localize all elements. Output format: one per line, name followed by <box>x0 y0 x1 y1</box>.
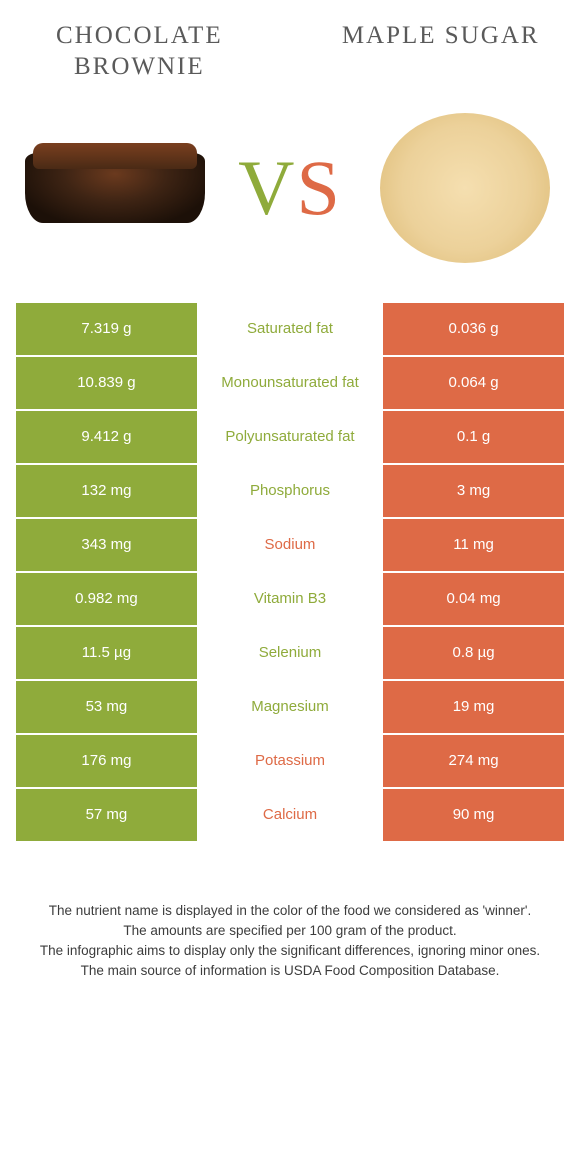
right-food-image <box>367 113 564 263</box>
left-value-cell: 7.319 g <box>16 303 197 355</box>
nutrient-label-cell: Vitamin B3 <box>197 573 383 625</box>
right-value-cell: 0.1 g <box>383 411 564 463</box>
maple-sugar-icon <box>380 113 550 263</box>
right-value-cell: 0.036 g <box>383 303 564 355</box>
brownie-icon <box>25 153 205 223</box>
right-value-cell: 0.8 µg <box>383 627 564 679</box>
table-row: 7.319 gSaturated fat0.036 g <box>16 303 564 355</box>
table-row: 176 mgPotassium274 mg <box>16 735 564 787</box>
right-value-cell: 3 mg <box>383 465 564 517</box>
nutrient-label-cell: Sodium <box>197 519 383 571</box>
left-food-title: CHOCOLATE BROWNIE <box>16 20 263 83</box>
left-value-cell: 53 mg <box>16 681 197 733</box>
nutrient-label-cell: Monounsaturated fat <box>197 357 383 409</box>
right-value-cell: 0.064 g <box>383 357 564 409</box>
right-value-cell: 19 mg <box>383 681 564 733</box>
nutrient-label-cell: Phosphorus <box>197 465 383 517</box>
nutrient-label-cell: Selenium <box>197 627 383 679</box>
nutrient-label-cell: Magnesium <box>197 681 383 733</box>
nutrient-label-cell: Saturated fat <box>197 303 383 355</box>
table-row: 53 mgMagnesium19 mg <box>16 681 564 733</box>
vs-v-letter: V <box>238 144 296 231</box>
left-value-cell: 11.5 µg <box>16 627 197 679</box>
left-value-cell: 0.982 mg <box>16 573 197 625</box>
footnote-line: The main source of information is USDA F… <box>22 961 558 981</box>
table-row: 132 mgPhosphorus3 mg <box>16 465 564 517</box>
left-food-image <box>16 153 213 223</box>
left-value-cell: 343 mg <box>16 519 197 571</box>
left-value-cell: 57 mg <box>16 789 197 841</box>
vs-label: VS <box>238 143 342 233</box>
vs-row: VS <box>16 103 564 273</box>
table-row: 11.5 µgSelenium0.8 µg <box>16 627 564 679</box>
vs-s-letter: S <box>296 144 341 231</box>
table-row: 343 mgSodium11 mg <box>16 519 564 571</box>
nutrient-label-cell: Potassium <box>197 735 383 787</box>
left-value-cell: 132 mg <box>16 465 197 517</box>
footnote-line: The nutrient name is displayed in the co… <box>22 901 558 921</box>
left-value-cell: 9.412 g <box>16 411 197 463</box>
table-row: 57 mgCalcium90 mg <box>16 789 564 841</box>
right-value-cell: 0.04 mg <box>383 573 564 625</box>
nutrient-label-cell: Polyunsaturated fat <box>197 411 383 463</box>
nutrient-comparison-table: 7.319 gSaturated fat0.036 g10.839 gMonou… <box>16 303 564 841</box>
right-value-cell: 90 mg <box>383 789 564 841</box>
table-row: 0.982 mgVitamin B30.04 mg <box>16 573 564 625</box>
header-row: CHOCOLATE BROWNIE MAPLE SUGAR <box>16 20 564 83</box>
footnote-line: The amounts are specified per 100 gram o… <box>22 921 558 941</box>
right-value-cell: 11 mg <box>383 519 564 571</box>
right-food-title: MAPLE SUGAR <box>317 20 564 83</box>
right-value-cell: 274 mg <box>383 735 564 787</box>
table-row: 10.839 gMonounsaturated fat0.064 g <box>16 357 564 409</box>
footnote-line: The infographic aims to display only the… <box>22 941 558 961</box>
nutrient-label-cell: Calcium <box>197 789 383 841</box>
left-value-cell: 10.839 g <box>16 357 197 409</box>
left-value-cell: 176 mg <box>16 735 197 787</box>
table-row: 9.412 gPolyunsaturated fat0.1 g <box>16 411 564 463</box>
footnotes: The nutrient name is displayed in the co… <box>16 901 564 982</box>
